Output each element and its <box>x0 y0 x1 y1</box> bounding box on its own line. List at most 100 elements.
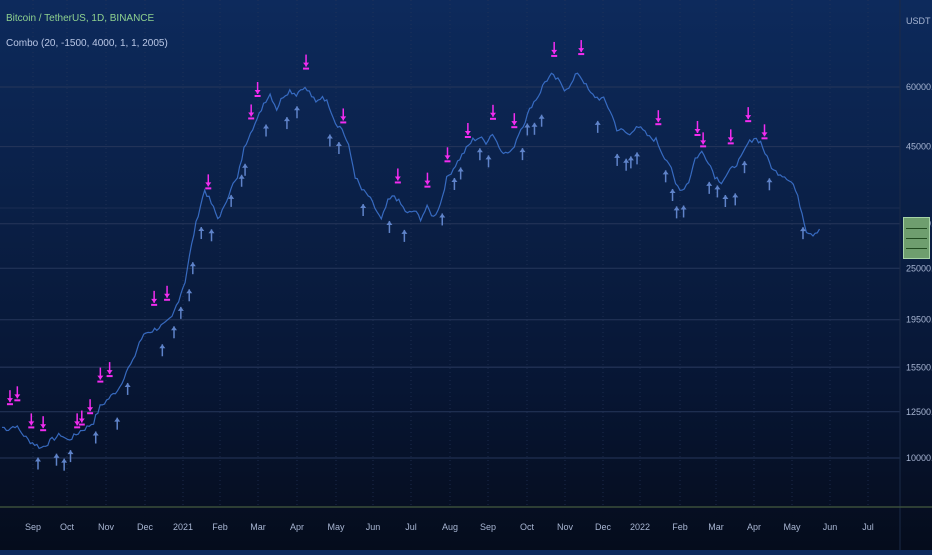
buy-signal-arrow <box>263 124 270 137</box>
buy-signal-arrow <box>476 148 483 161</box>
buy-signal-arrow <box>186 289 193 302</box>
sell-signal-arrow <box>700 132 707 148</box>
buy-signal-arrow <box>799 227 806 240</box>
sell-signal-arrow <box>164 285 171 301</box>
y-unit-label: USDT <box>906 16 931 26</box>
buy-signal-arrow <box>623 158 630 171</box>
sell-signal-arrow <box>444 147 451 163</box>
price-line <box>1 72 821 450</box>
y-tick-label: 60000.00 <box>906 82 932 92</box>
y-tick-label: 15500.00 <box>906 362 932 372</box>
x-tick-label: Apr <box>747 522 761 532</box>
grid <box>0 0 900 505</box>
x-tick-label: Aug <box>442 522 458 532</box>
sell-signal-arrow <box>74 413 81 429</box>
buy-signal-arrow <box>714 185 721 198</box>
x-tick-label: Jul <box>862 522 874 532</box>
buy-signal-arrow <box>451 177 458 190</box>
price-series <box>1 72 821 450</box>
buy-signal-arrow <box>124 382 131 395</box>
sell-signal-arrow <box>745 107 752 123</box>
buy-signal-arrow <box>673 206 680 219</box>
x-tick-label: Feb <box>212 522 228 532</box>
signals <box>6 40 806 471</box>
sell-signal-arrow <box>14 386 21 402</box>
buy-signal-arrow <box>114 417 121 430</box>
buy-signal-arrow <box>614 153 621 166</box>
sell-signal-arrow <box>248 104 255 120</box>
symbol-title[interactable]: Bitcoin / TetherUS, 1D, BINANCE <box>6 13 155 24</box>
sell-signal-arrow <box>511 113 518 129</box>
buy-signal-arrow <box>732 193 739 206</box>
buy-signal-arrow <box>519 148 526 161</box>
buy-signal-arrow <box>531 122 538 135</box>
buy-signal-arrow <box>669 189 676 202</box>
x-tick-label: Nov <box>557 522 574 532</box>
buy-signal-arrow <box>662 170 669 183</box>
x-tick-label: Jun <box>823 522 838 532</box>
x-tick-label: May <box>327 522 345 532</box>
buy-signal-arrow <box>198 227 205 240</box>
price-box-line <box>906 248 927 249</box>
sell-signal-arrow <box>303 54 310 70</box>
sell-signal-arrow <box>28 413 35 429</box>
sell-signal-arrow <box>97 367 104 383</box>
buy-signal-arrow <box>208 229 215 242</box>
buy-signal-arrow <box>722 195 729 208</box>
buy-signal-arrow <box>177 306 184 319</box>
x-tick-label: Feb <box>672 522 688 532</box>
y-tick-label: 10000.00 <box>906 453 932 463</box>
buy-signal-arrow <box>680 205 687 218</box>
buy-signal-arrow <box>228 194 235 207</box>
x-tick-label: Oct <box>60 522 75 532</box>
last-price-box <box>903 217 930 259</box>
buy-signal-arrow <box>61 458 68 471</box>
sell-signal-arrow <box>489 104 496 120</box>
buy-signal-arrow <box>335 142 342 155</box>
sell-signal-arrow <box>424 172 431 188</box>
x-tick-label: Sep <box>25 522 41 532</box>
buy-signal-arrow <box>238 174 245 187</box>
buy-signal-arrow <box>741 161 748 174</box>
buy-signal-arrow <box>457 167 464 180</box>
buy-signal-arrow <box>386 220 393 233</box>
sell-signal-arrow <box>254 81 261 97</box>
sell-signal-arrow <box>655 110 662 126</box>
y-tick-label: 19500.00 <box>906 315 932 325</box>
buy-signal-arrow <box>524 123 531 136</box>
price-box-line <box>906 238 927 239</box>
indicator-title[interactable]: Combo (20, -1500, 4000, 1, 1, 2005) <box>6 38 168 49</box>
buy-signal-arrow <box>53 453 60 466</box>
x-tick-label: Jun <box>366 522 381 532</box>
x-tick-label: Mar <box>250 522 266 532</box>
sell-signal-arrow <box>727 129 734 145</box>
sell-signal-arrow <box>578 40 585 56</box>
buy-signal-arrow <box>242 163 249 176</box>
price-box-line <box>906 228 927 229</box>
buy-signal-arrow <box>439 213 446 226</box>
x-tick-label: Mar <box>708 522 724 532</box>
buy-signal-arrow <box>627 156 634 169</box>
sell-signal-arrow <box>40 416 47 432</box>
x-tick-label: 2022 <box>630 522 650 532</box>
x-tick-label: Sep <box>480 522 496 532</box>
buy-signal-arrow <box>92 431 99 444</box>
x-tick-label: Apr <box>290 522 304 532</box>
x-tick-label: 2021 <box>173 522 193 532</box>
x-tick-label: Nov <box>98 522 115 532</box>
sell-signal-arrow <box>551 41 558 57</box>
sell-signal-arrow <box>761 124 768 140</box>
buy-signal-arrow <box>326 134 333 147</box>
x-tick-label: Jul <box>405 522 417 532</box>
buy-signal-arrow <box>766 178 773 191</box>
buy-signal-arrow <box>485 155 492 168</box>
sell-signal-arrow <box>6 390 13 406</box>
buy-signal-arrow <box>401 229 408 242</box>
buy-signal-arrow <box>538 114 545 127</box>
buy-signal-arrow <box>706 181 713 194</box>
buy-signal-arrow <box>189 262 196 275</box>
legend: Bitcoin / TetherUS, 1D, BINANCE Combo (2… <box>6 12 168 51</box>
